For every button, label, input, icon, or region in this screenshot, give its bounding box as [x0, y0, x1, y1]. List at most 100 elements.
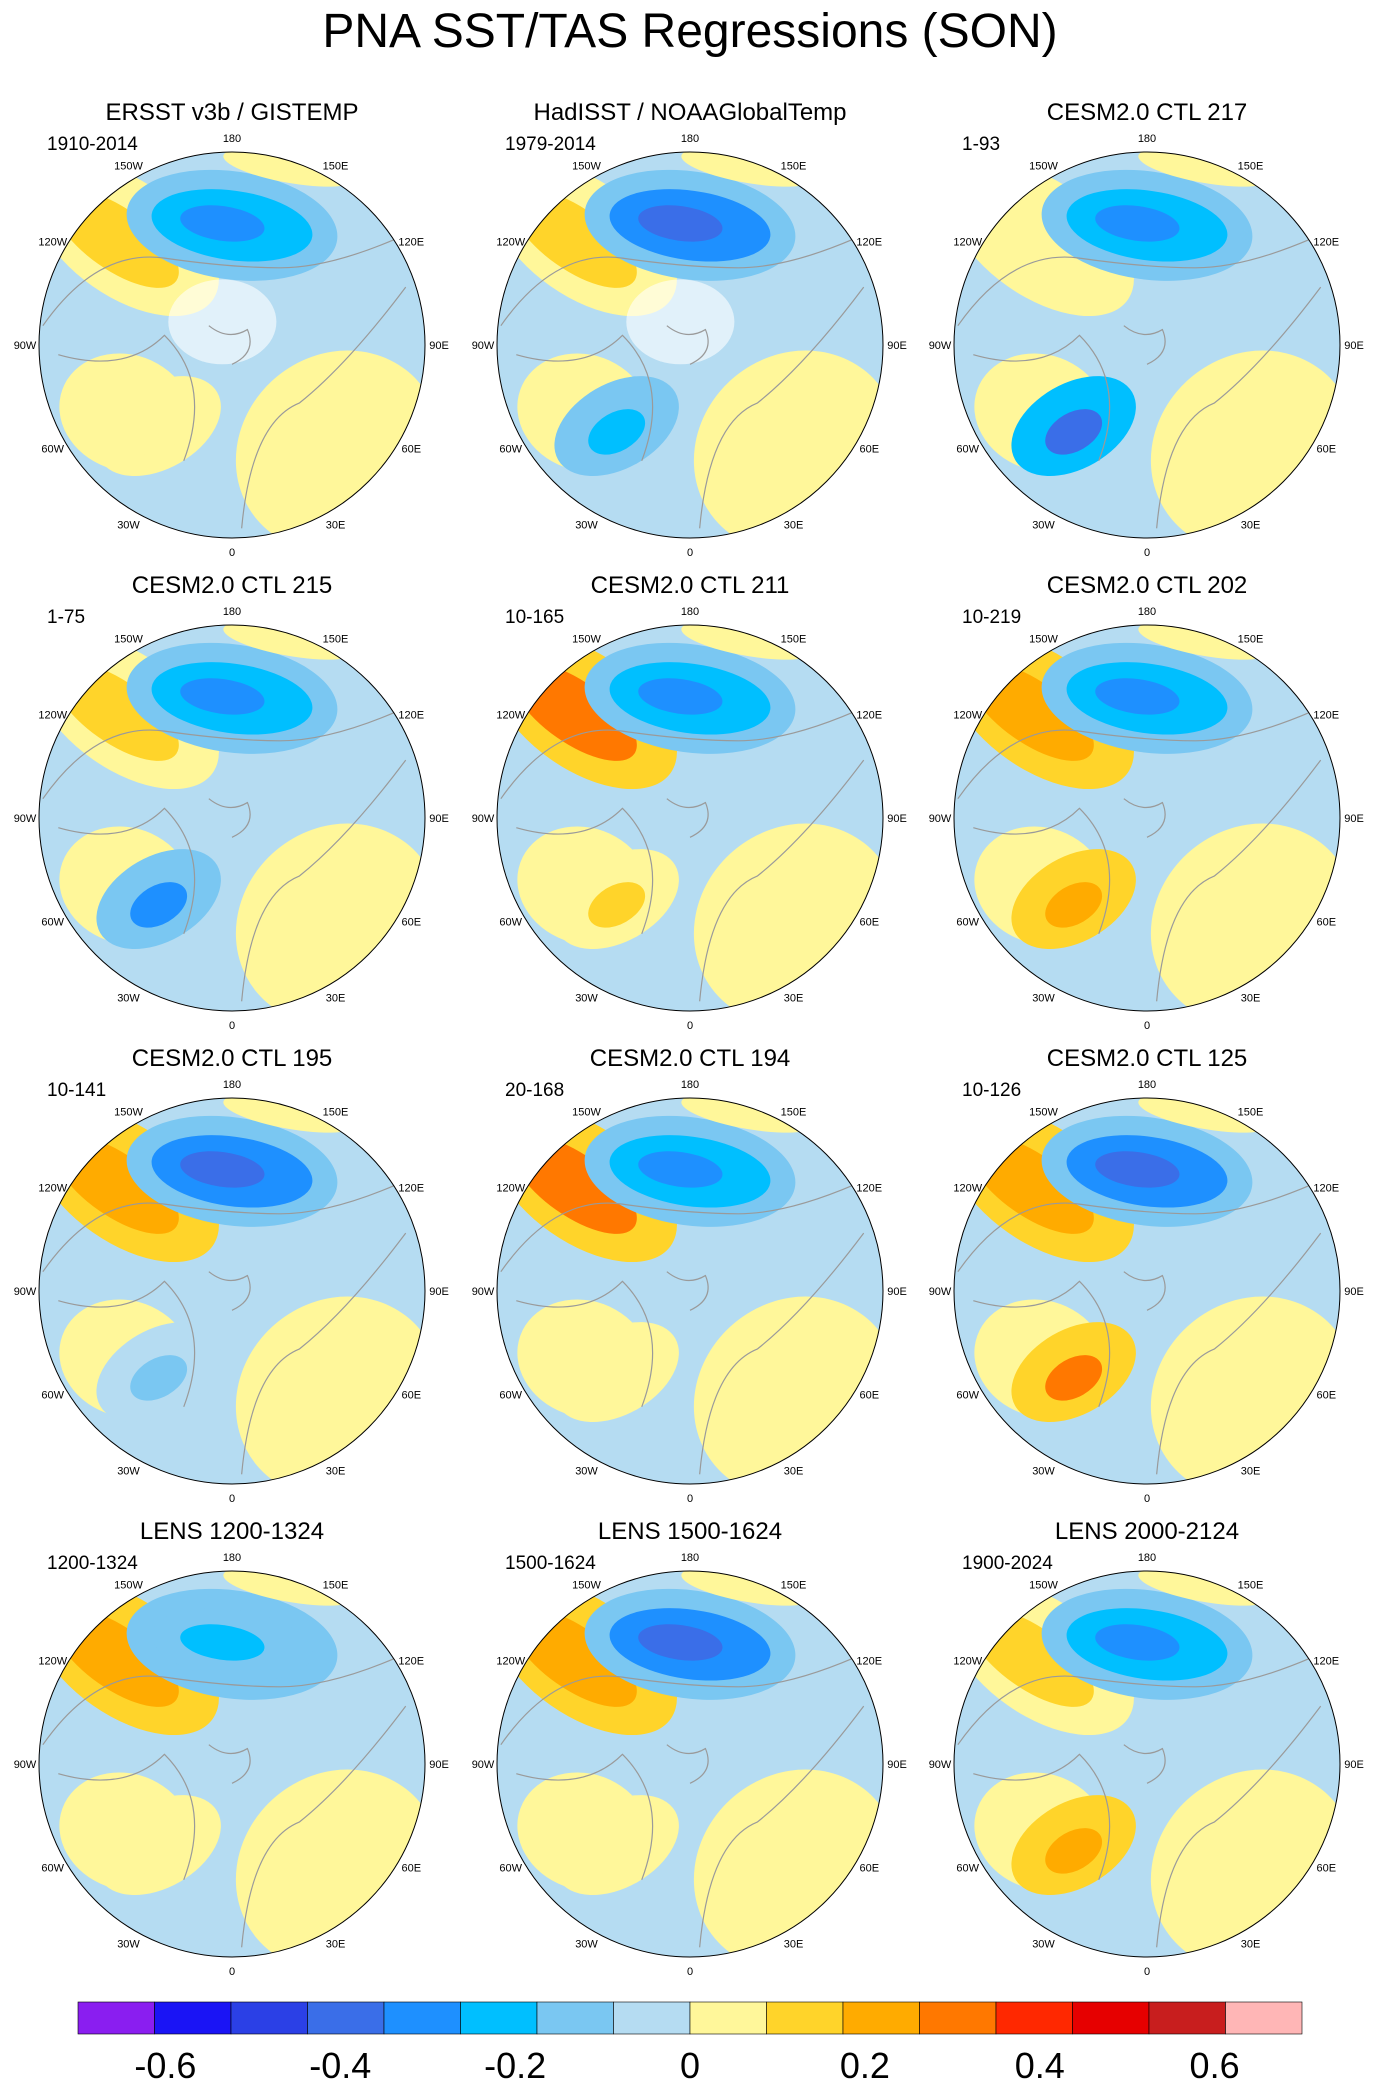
- coastline: [241, 1705, 407, 1948]
- atlantic-anomaly: [130, 409, 188, 455]
- map-panel: 180 150E 120E 90E 60E 30E 0 30W 60W 90W 120W 150W CE…: [14, 572, 449, 1032]
- longitude-label: 150W: [572, 634, 601, 646]
- longitude-label: 150E: [781, 1580, 807, 1592]
- aleutian-core: [638, 1151, 723, 1188]
- longitude-label: 150W: [114, 1107, 143, 1119]
- longitude-label: 150E: [1238, 1107, 1264, 1119]
- field-region: [1138, 152, 1272, 187]
- coastline: [42, 711, 397, 800]
- longitude-label: 0: [229, 1020, 235, 1032]
- colorbar-swatch: [766, 2001, 844, 2035]
- panel-title: CESM2.0 CTL 215: [132, 572, 333, 599]
- field-region: [681, 625, 815, 660]
- longitude-label: 60E: [401, 1863, 421, 1875]
- map-border: [953, 1570, 1341, 1958]
- colorbar-tick-label: 0.4: [1015, 2045, 1065, 2086]
- longitude-label: 90W: [929, 340, 952, 352]
- coastline: [666, 325, 709, 365]
- coastlines: [42, 1184, 407, 1475]
- longitude-label: 180: [223, 606, 241, 618]
- longitude-label: 180: [681, 1552, 699, 1564]
- longitude-label: 180: [223, 1552, 241, 1564]
- colorbar-swatch: [383, 2001, 461, 2035]
- longitude-label: 30W: [1032, 519, 1055, 531]
- coastline: [1123, 325, 1166, 365]
- coastline: [973, 807, 1111, 935]
- colorbar-tick-label: -0.6: [134, 2045, 196, 2086]
- longitude-label: 30W: [1032, 1938, 1055, 1950]
- longitude-label: 30E: [326, 1465, 346, 1477]
- coastline: [1156, 1232, 1322, 1475]
- map-panel: 180 150E 120E 90E 60E 30E 0 30W 60W 90W 120W 150W CE…: [472, 572, 907, 1032]
- regression-field: [497, 1098, 883, 1484]
- panel-title: LENS 2000-2124: [1055, 1518, 1239, 1545]
- longitude-label: 60W: [41, 917, 64, 929]
- longitude-label: 120W: [953, 237, 982, 249]
- field-region: [223, 625, 357, 660]
- longitude-label: 30W: [575, 1938, 598, 1950]
- coastline: [208, 325, 251, 365]
- longitude-label: 60W: [41, 1390, 64, 1402]
- longitude-label: 150W: [1029, 1107, 1058, 1119]
- coastlines: [42, 1657, 407, 1948]
- longitude-label: 30E: [784, 1465, 804, 1477]
- map-panel: 180 150E 120E 90E 60E 30E 0 30W 60W 90W 120W 150W LE…: [929, 1518, 1364, 1978]
- longitude-label: 30W: [117, 1938, 140, 1950]
- longitude-label: 90E: [429, 1286, 449, 1298]
- longitude-label: 150E: [1238, 634, 1264, 646]
- longitude-label: 90W: [472, 813, 495, 825]
- coastline: [699, 1232, 865, 1475]
- panel-period: 1-93: [962, 134, 1000, 155]
- coastline: [58, 1753, 196, 1881]
- longitude-label: 150E: [781, 1107, 807, 1119]
- missing-data-region: [168, 279, 277, 365]
- coastline: [1156, 759, 1322, 1002]
- longitude-label: 150E: [781, 161, 807, 173]
- longitude-label: 90E: [429, 340, 449, 352]
- map-panel: 180 150E 120E 90E 60E 30E 0 30W 60W 90W 120W 150W LE…: [14, 1518, 449, 1978]
- regression-field: [954, 152, 1340, 538]
- coastlines: [957, 1184, 1322, 1475]
- map-border: [38, 1570, 426, 1958]
- coastline: [1123, 1271, 1166, 1311]
- panel-title: CESM2.0 CTL 125: [1047, 1045, 1248, 1072]
- aleutian-core: [180, 1624, 265, 1661]
- longitude-label: 30E: [784, 1938, 804, 1950]
- map-panel: 180 150E 120E 90E 60E 30E 0 30W 60W 90W 120W 150W CE…: [472, 1045, 907, 1505]
- atlantic-anomaly: [1045, 409, 1103, 455]
- regression-field: [497, 625, 883, 1011]
- field-region: [681, 1571, 815, 1606]
- atlantic-anomaly: [588, 882, 646, 928]
- longitude-label: 0: [1144, 547, 1150, 559]
- coastlines: [500, 238, 865, 529]
- longitude-label: 120E: [398, 1656, 424, 1668]
- coastline: [957, 1184, 1312, 1273]
- colorbar-swatch: [536, 2001, 614, 2035]
- longitude-label: 150E: [1238, 161, 1264, 173]
- longitude-label: 60E: [859, 1863, 879, 1875]
- atlantic-anomaly: [588, 1355, 646, 1401]
- longitude-label: 0: [229, 1493, 235, 1505]
- panel-title: CESM2.0 CTL 217: [1047, 99, 1248, 126]
- longitude-label: 60E: [859, 917, 879, 929]
- longitude-label: 30W: [1032, 992, 1055, 1004]
- coastline: [666, 798, 709, 838]
- aleutian-core: [638, 678, 723, 715]
- longitude-label: 60W: [499, 1390, 522, 1402]
- panel-period: 10-219: [962, 607, 1021, 628]
- longitude-label: 120W: [953, 710, 982, 722]
- longitude-label: 150E: [323, 1580, 349, 1592]
- longitude-label: 30E: [1241, 519, 1261, 531]
- map-panel: 180 150E 120E 90E 60E 30E 0 30W 60W 90W 120W 150W CE…: [14, 1045, 449, 1505]
- atlantic-anomaly: [130, 882, 188, 928]
- longitude-label: 60W: [956, 444, 979, 456]
- longitude-label: 30W: [575, 1465, 598, 1477]
- longitude-label: 180: [681, 133, 699, 145]
- longitude-label: 90W: [14, 340, 37, 352]
- longitude-label: 30E: [1241, 1938, 1261, 1950]
- longitude-label: 90E: [887, 340, 907, 352]
- longitude-label: 90W: [929, 1286, 952, 1298]
- aleutian-core: [1095, 678, 1180, 715]
- map-panel: 180 150E 120E 90E 60E 30E 0 30W 60W 90W 120W 150W CE…: [929, 99, 1364, 559]
- panel-title: CESM2.0 CTL 202: [1047, 572, 1248, 599]
